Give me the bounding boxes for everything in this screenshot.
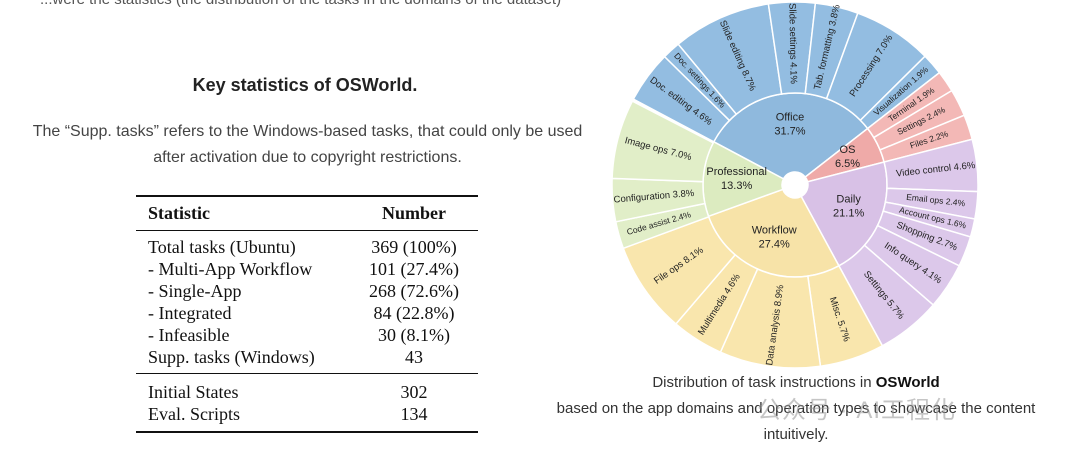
inner-label-percent: 21.1% [833, 207, 864, 219]
row-label: - Multi-App Workflow [148, 259, 313, 279]
center-hole [782, 172, 808, 198]
figure-caption-bold: OSWorld [875, 374, 940, 391]
row-label: Total tasks (Ubuntu) [148, 237, 296, 257]
table-title: Key statistics of OSWorld. [192, 75, 418, 95]
figure-caption: Distribution of task instructions in OSW… [540, 370, 1052, 448]
row-value: 30 (8.1%) [378, 325, 451, 345]
table-row: Eval. Scripts 134 [136, 403, 478, 432]
inner-label-group: Office 31.7% [774, 112, 805, 138]
inner-label-name: Professional [706, 166, 767, 178]
row-label: - Integrated [148, 303, 232, 323]
sunburst-chart: Office 31.7% OS 6.5% Daily 21.1% Workflow 27.4%… [611, 1, 979, 369]
outer-segment [611, 100, 715, 183]
table-row: - Infeasible 30 (8.1%) [136, 324, 478, 346]
table-caption: The “Supp. tasks” refers to the Windows-… [32, 123, 583, 166]
table-row: Initial States 302 [136, 374, 478, 404]
table-row: Total tasks (Ubuntu) 369 (100%) [136, 231, 478, 259]
row-value: 84 (22.8%) [373, 303, 455, 323]
row-label: Eval. Scripts [148, 404, 240, 424]
inner-label-percent: 13.3% [721, 180, 752, 192]
inner-label-group: OS 6.5% [835, 144, 860, 170]
clipped-top-text: ...were the statistics (the distribution… [40, 0, 680, 8]
inner-label-group: Daily 21.1% [833, 193, 864, 219]
inner-label-group: Professional 13.3% [706, 166, 767, 192]
table-row: Supp. tasks (Windows) 43 [136, 346, 478, 374]
outer-segment [663, 43, 738, 122]
row-value: 43 [405, 347, 424, 367]
row-value: 101 (27.4%) [369, 259, 460, 279]
row-label: Supp. tasks (Windows) [148, 347, 315, 367]
inner-label-name: OS [840, 144, 856, 156]
row-label: - Single-App [148, 281, 242, 301]
outer-label: Slide settings 4.1% [786, 3, 798, 85]
inner-label-name: Daily [836, 193, 861, 205]
table-row: - Multi-App Workflow 101 (27.4%) [136, 258, 478, 280]
figure-caption-rest: based on the app domains and operation t… [556, 400, 1036, 443]
inner-label-name: Office [776, 112, 805, 124]
inner-label-percent: 31.7% [774, 126, 805, 138]
row-label: Initial States [148, 382, 239, 402]
table-row: - Single-App 268 (72.6%) [136, 280, 478, 302]
table-header-row: Statistic Number [136, 196, 478, 231]
header-statistic: Statistic [148, 203, 210, 223]
inner-label-group: Workflow 27.4% [752, 225, 797, 251]
row-value: 134 [400, 404, 428, 424]
header-number: Number [382, 203, 447, 223]
row-value: 302 [400, 382, 428, 402]
inner-label-percent: 27.4% [759, 239, 790, 251]
inner-label-percent: 6.5% [835, 158, 860, 170]
row-label: - Infeasible [148, 325, 230, 345]
table-row: - Integrated 84 (22.8%) [136, 302, 478, 324]
row-value: 268 (72.6%) [369, 281, 460, 301]
inner-label-name: Workflow [752, 225, 797, 237]
statistics-table: Statistic Number Total tasks (Ubuntu) 36… [136, 195, 478, 433]
row-value: 369 (100%) [371, 237, 457, 257]
figure-caption-prefix: Distribution of task instructions in [652, 374, 876, 391]
